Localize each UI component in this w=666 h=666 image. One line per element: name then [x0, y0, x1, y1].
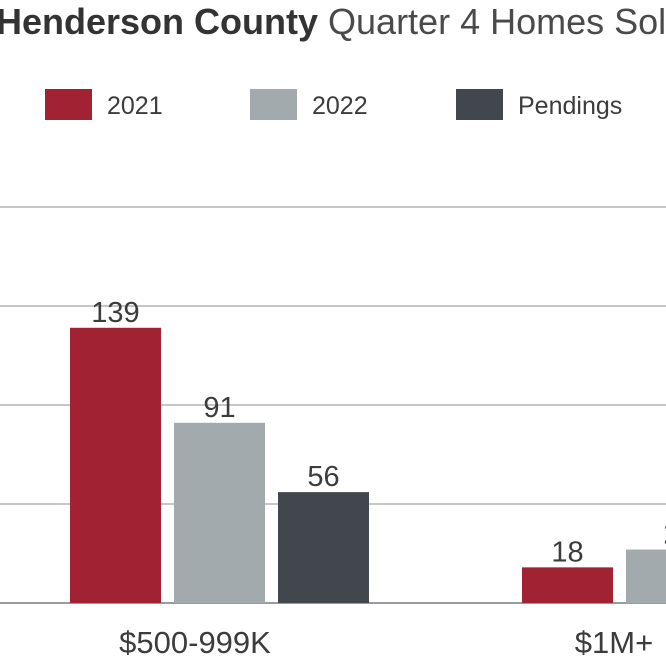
chart-title-rest: Quarter 4 Homes Sold — [318, 1, 666, 42]
legend-swatch-2021 — [45, 89, 92, 120]
bar-2021-1 — [522, 567, 613, 603]
value-label-2022-1: 2 — [663, 519, 666, 551]
value-labels: 139 91 56 18 2 — [91, 297, 666, 569]
legend-label-pendings: Pendings — [518, 92, 622, 120]
category-label-1: $1M+ — [575, 625, 653, 660]
legend: 2021 2022 Pendings — [45, 89, 622, 120]
bar-2022-1 — [626, 549, 666, 603]
value-label-2021-0: 139 — [91, 297, 139, 329]
legend-label-2022: 2022 — [312, 92, 368, 120]
value-label-pendings-0: 56 — [307, 461, 339, 493]
category-label-0: $500-999K — [119, 625, 271, 660]
legend-label-2021: 2021 — [107, 92, 163, 120]
bar-2022-0 — [174, 422, 265, 603]
chart-title: Henderson County Quarter 4 Homes Sold — [0, 2, 666, 42]
value-label-2021-1: 18 — [551, 536, 583, 568]
bar-pendings-0 — [278, 492, 369, 603]
bars — [70, 327, 666, 603]
value-label-2022-0: 91 — [203, 392, 235, 424]
bar-2021-0 — [70, 327, 161, 603]
legend-swatch-pendings — [456, 89, 503, 120]
legend-swatch-2022 — [250, 89, 297, 120]
chart-title-bold: Henderson County — [0, 1, 319, 42]
category-labels: $500-999K $1M+ — [119, 625, 653, 660]
